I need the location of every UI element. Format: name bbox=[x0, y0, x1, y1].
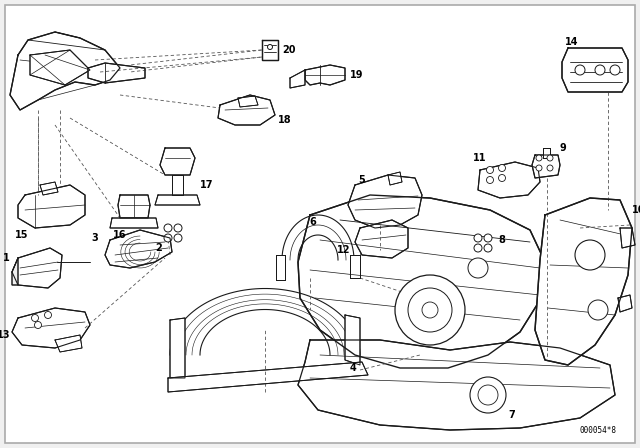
Text: 12: 12 bbox=[337, 245, 350, 255]
Circle shape bbox=[408, 288, 452, 332]
Polygon shape bbox=[155, 195, 200, 205]
Polygon shape bbox=[388, 172, 402, 185]
Polygon shape bbox=[118, 195, 150, 218]
Circle shape bbox=[35, 322, 42, 328]
Polygon shape bbox=[160, 148, 195, 175]
Circle shape bbox=[470, 377, 506, 413]
Text: 3: 3 bbox=[92, 233, 98, 243]
Circle shape bbox=[174, 234, 182, 242]
Circle shape bbox=[468, 258, 488, 278]
Text: 000054*8: 000054*8 bbox=[580, 426, 617, 435]
Circle shape bbox=[164, 224, 172, 232]
Polygon shape bbox=[276, 255, 285, 280]
Circle shape bbox=[164, 234, 172, 242]
Circle shape bbox=[474, 244, 482, 252]
Text: 4: 4 bbox=[350, 363, 356, 373]
Polygon shape bbox=[618, 295, 632, 312]
Text: 11: 11 bbox=[473, 153, 487, 163]
Text: 6: 6 bbox=[310, 217, 316, 227]
Text: 15: 15 bbox=[15, 230, 29, 240]
Circle shape bbox=[588, 300, 608, 320]
Polygon shape bbox=[345, 315, 360, 365]
Polygon shape bbox=[12, 258, 18, 285]
Circle shape bbox=[45, 311, 51, 319]
Polygon shape bbox=[18, 185, 85, 228]
Text: 14: 14 bbox=[565, 37, 579, 47]
Circle shape bbox=[484, 244, 492, 252]
Polygon shape bbox=[168, 362, 368, 392]
Text: 10: 10 bbox=[632, 205, 640, 215]
Circle shape bbox=[268, 44, 273, 49]
Polygon shape bbox=[110, 218, 158, 228]
Circle shape bbox=[610, 65, 620, 75]
Polygon shape bbox=[535, 198, 632, 365]
FancyBboxPatch shape bbox=[5, 5, 635, 443]
Polygon shape bbox=[543, 148, 550, 158]
Circle shape bbox=[547, 155, 553, 161]
Text: 16: 16 bbox=[113, 230, 127, 240]
Polygon shape bbox=[298, 195, 545, 368]
Circle shape bbox=[499, 175, 506, 181]
Polygon shape bbox=[170, 318, 185, 378]
Circle shape bbox=[174, 224, 182, 232]
Polygon shape bbox=[532, 155, 560, 178]
Polygon shape bbox=[238, 96, 258, 107]
Text: 19: 19 bbox=[350, 70, 364, 80]
Polygon shape bbox=[262, 40, 278, 60]
Text: 2: 2 bbox=[155, 243, 162, 253]
Circle shape bbox=[536, 155, 542, 161]
Text: 18: 18 bbox=[278, 115, 292, 125]
Polygon shape bbox=[40, 182, 58, 195]
Text: 13: 13 bbox=[0, 330, 10, 340]
Circle shape bbox=[547, 165, 553, 171]
Polygon shape bbox=[478, 162, 540, 198]
Polygon shape bbox=[30, 50, 90, 85]
Text: 5: 5 bbox=[358, 175, 365, 185]
Circle shape bbox=[595, 65, 605, 75]
Polygon shape bbox=[218, 95, 275, 125]
Polygon shape bbox=[88, 63, 145, 83]
Polygon shape bbox=[172, 175, 183, 195]
Polygon shape bbox=[620, 228, 635, 248]
Circle shape bbox=[575, 240, 605, 270]
Polygon shape bbox=[298, 340, 615, 430]
Polygon shape bbox=[55, 335, 82, 352]
Polygon shape bbox=[12, 308, 90, 348]
Circle shape bbox=[575, 65, 585, 75]
Text: 8: 8 bbox=[498, 235, 505, 245]
Polygon shape bbox=[350, 255, 360, 278]
Polygon shape bbox=[105, 230, 172, 268]
Text: 1: 1 bbox=[3, 253, 10, 263]
Circle shape bbox=[478, 385, 498, 405]
Text: 17: 17 bbox=[200, 180, 214, 190]
Polygon shape bbox=[355, 220, 408, 258]
Polygon shape bbox=[305, 65, 345, 85]
Polygon shape bbox=[562, 48, 628, 92]
Circle shape bbox=[484, 234, 492, 242]
Circle shape bbox=[422, 302, 438, 318]
Circle shape bbox=[536, 165, 542, 171]
Circle shape bbox=[395, 275, 465, 345]
Circle shape bbox=[499, 164, 506, 172]
Polygon shape bbox=[10, 32, 120, 110]
Circle shape bbox=[486, 177, 493, 184]
Polygon shape bbox=[290, 70, 305, 88]
Circle shape bbox=[31, 314, 38, 322]
Circle shape bbox=[474, 234, 482, 242]
Polygon shape bbox=[348, 175, 422, 228]
Polygon shape bbox=[12, 248, 62, 288]
Text: 20: 20 bbox=[282, 45, 296, 55]
Text: 9: 9 bbox=[560, 143, 567, 153]
Text: 7: 7 bbox=[508, 410, 515, 420]
Circle shape bbox=[486, 167, 493, 173]
